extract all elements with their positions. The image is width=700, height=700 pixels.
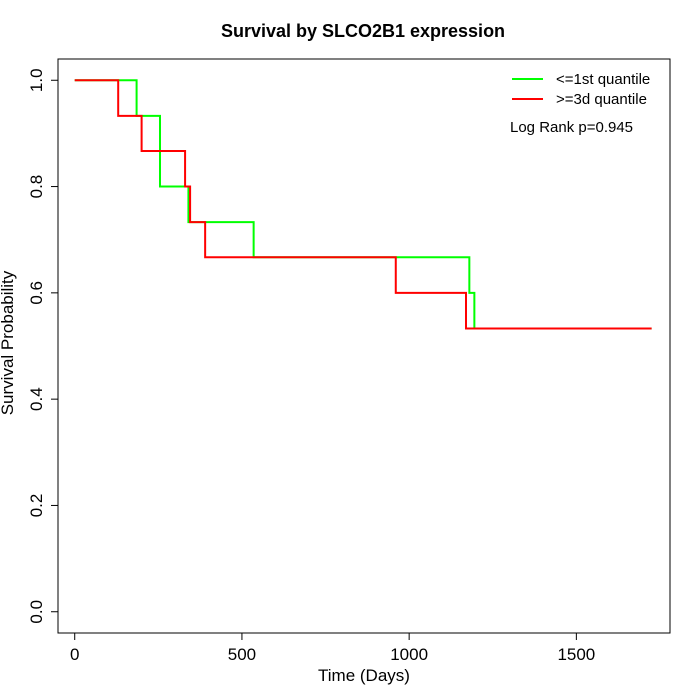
series-line-2 (74, 79, 652, 330)
x-tick-label: 1000 (390, 645, 428, 664)
series-line-1 (74, 79, 652, 330)
y-tick-label: 1.0 (27, 68, 46, 92)
legend-label-1: <=1st quantile (556, 71, 650, 88)
plot-area-frame (57, 58, 671, 634)
legend-label-2: >=3d quantile (556, 91, 647, 108)
log-rank-annotation: Log Rank p=0.945 (510, 119, 633, 136)
legend: <=1st quantile >=3d quantile (512, 71, 650, 108)
x-tick-label: 500 (228, 645, 256, 664)
x-axis: 0 500 1000 1500 (70, 632, 595, 664)
y-tick-label: 0.0 (27, 600, 46, 624)
y-tick-label: 0.2 (27, 494, 46, 518)
series-layer (74, 79, 652, 330)
x-tick-label: 1500 (557, 645, 595, 664)
x-axis-label: Time (Days) (318, 666, 410, 685)
x-tick-label: 0 (70, 645, 79, 664)
y-axis: 0.0 0.2 0.4 0.6 0.8 1.0 (27, 68, 59, 624)
y-tick-label: 0.4 (27, 387, 46, 411)
y-axis-label: Survival Probability (0, 270, 17, 415)
chart-title: Survival by SLCO2B1 expression (221, 21, 505, 41)
y-tick-label: 0.8 (27, 175, 46, 199)
y-tick-label: 0.6 (27, 281, 46, 305)
